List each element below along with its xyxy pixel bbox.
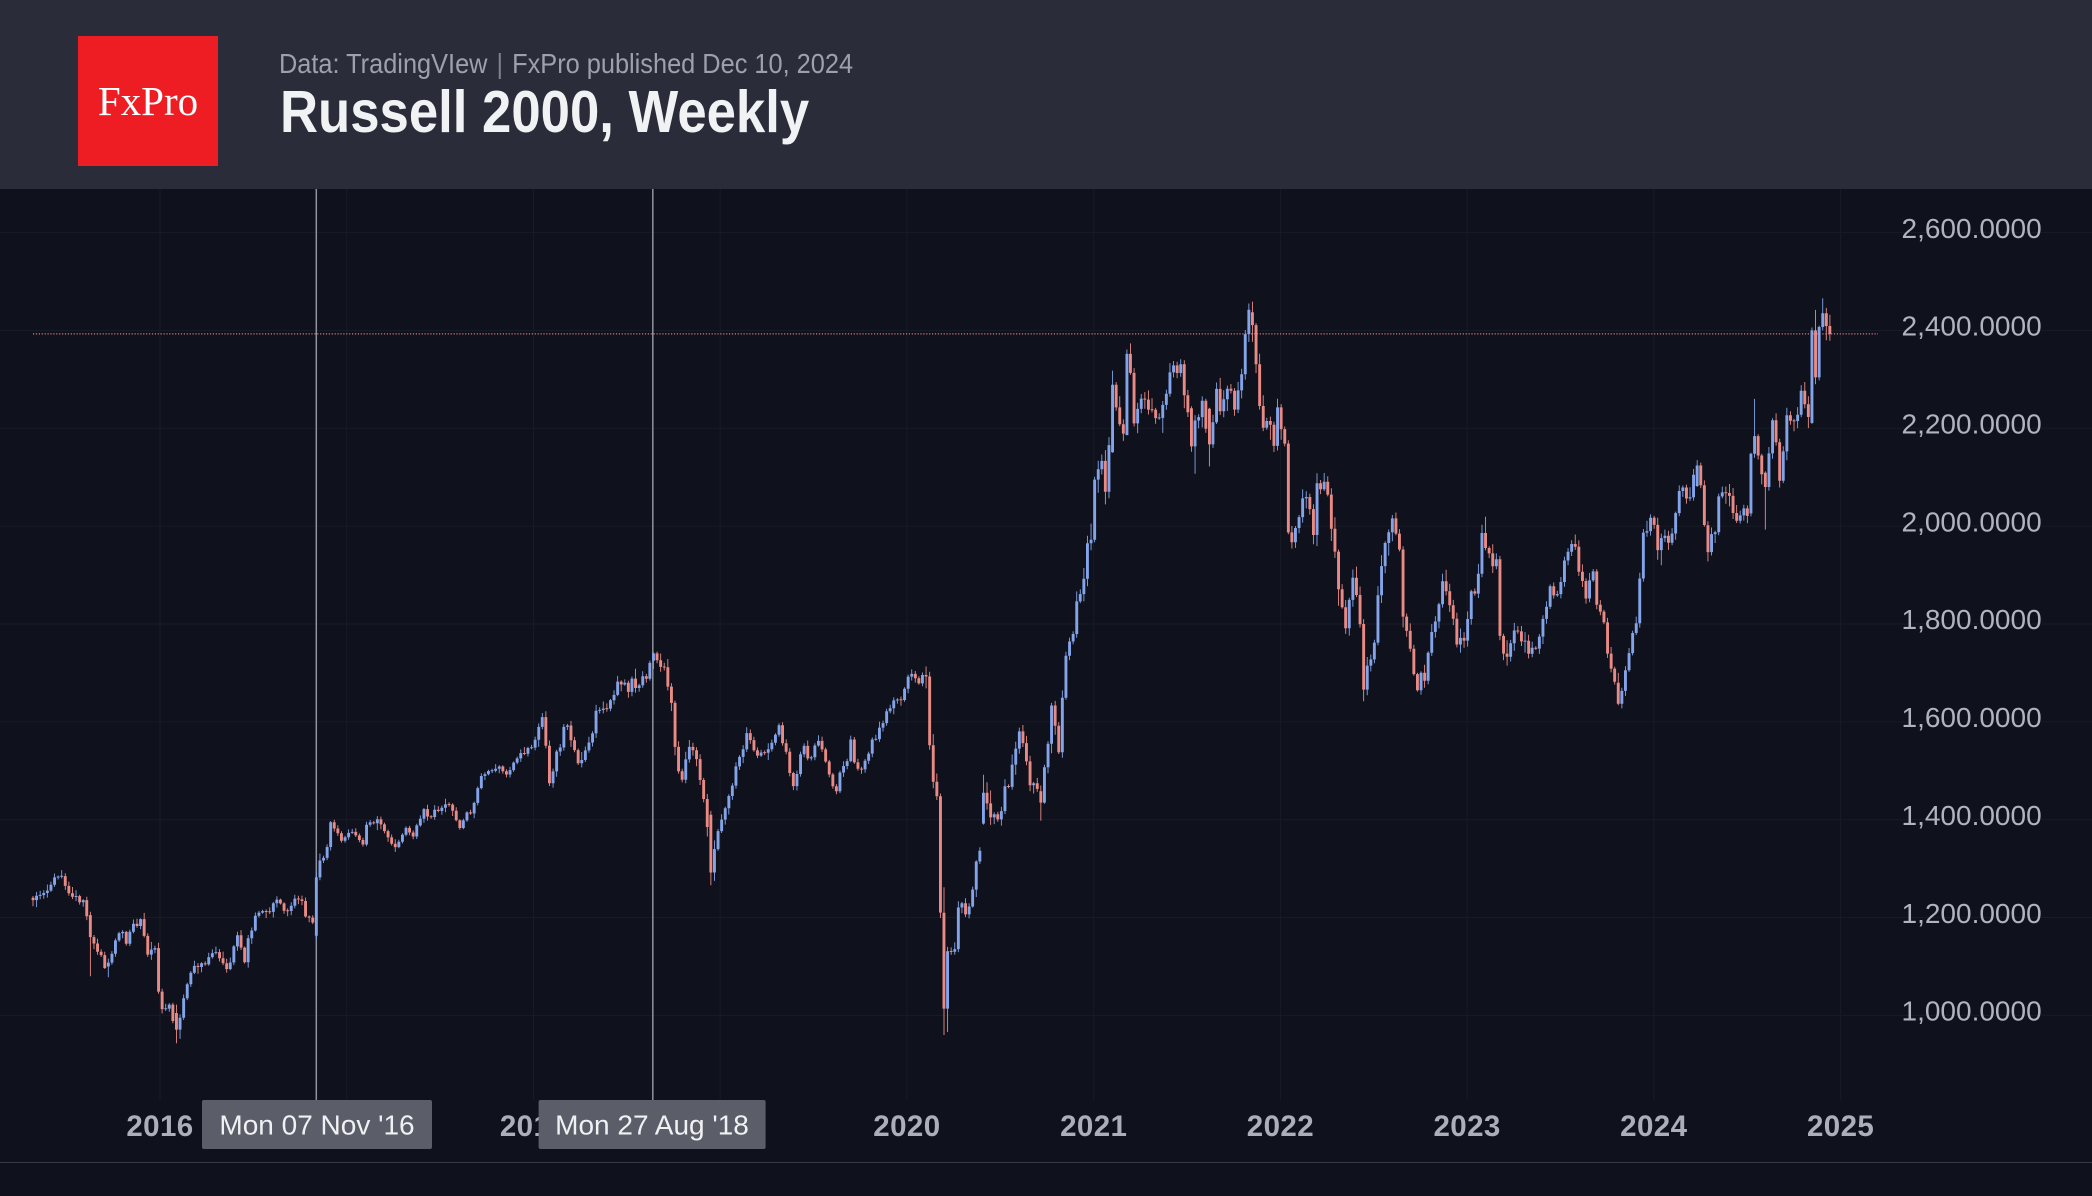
svg-text:2,200.0000: 2,200.0000 xyxy=(1902,409,2042,440)
svg-text:2022: 2022 xyxy=(1247,1110,1314,1143)
svg-text:2,400.0000: 2,400.0000 xyxy=(1902,311,2042,342)
svg-text:2,600.0000: 2,600.0000 xyxy=(1902,213,2042,244)
svg-text:2025: 2025 xyxy=(1807,1110,1874,1143)
svg-text:2023: 2023 xyxy=(1433,1110,1500,1143)
svg-text:1,600.0000: 1,600.0000 xyxy=(1902,702,2042,733)
svg-text:2020: 2020 xyxy=(873,1110,940,1143)
svg-text:2024: 2024 xyxy=(1620,1110,1687,1143)
svg-text:2,000.0000: 2,000.0000 xyxy=(1902,506,2042,537)
svg-text:1,400.0000: 1,400.0000 xyxy=(1902,800,2042,831)
svg-text:Mon 27 Aug '18: Mon 27 Aug '18 xyxy=(555,1110,749,1141)
svg-text:1,200.0000: 1,200.0000 xyxy=(1902,898,2042,929)
svg-text:1,000.0000: 1,000.0000 xyxy=(1902,996,2042,1027)
svg-text:2016: 2016 xyxy=(126,1110,193,1143)
svg-text:2021: 2021 xyxy=(1060,1110,1127,1143)
svg-text:Mon 07 Nov '16: Mon 07 Nov '16 xyxy=(219,1110,414,1141)
svg-text:1,800.0000: 1,800.0000 xyxy=(1902,604,2042,635)
